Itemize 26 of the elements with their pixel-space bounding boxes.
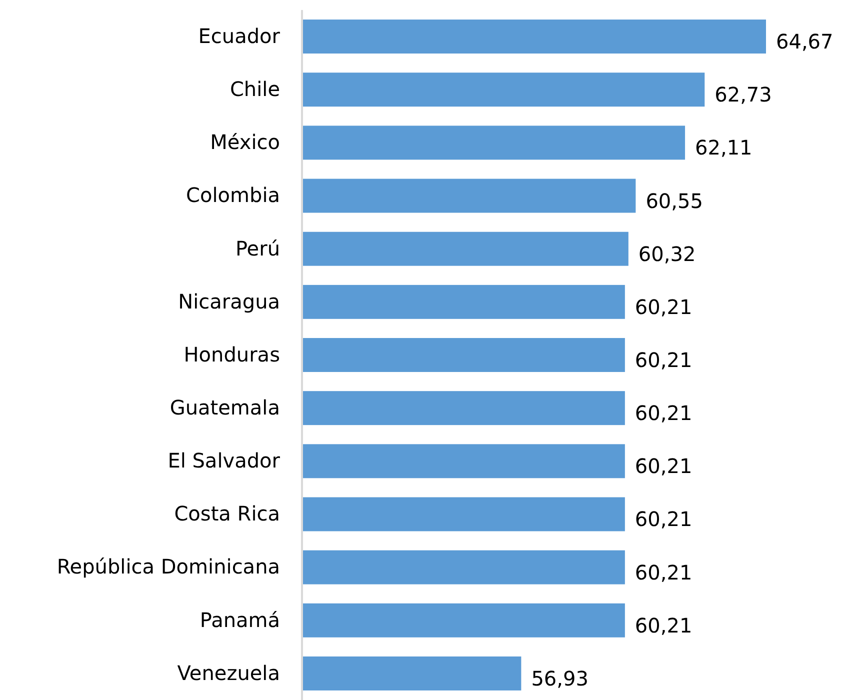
- data-label: 60,21: [634, 507, 692, 532]
- data-label: 60,55: [646, 188, 703, 213]
- data-label: 60,21: [634, 294, 692, 319]
- data-label: 60,21: [634, 401, 692, 426]
- data-label: 60,21: [634, 560, 692, 584]
- y-tick-label: Venezuela: [177, 660, 280, 685]
- data-label: 60,21: [634, 454, 692, 478]
- y-tick-label: Colombia: [186, 183, 280, 208]
- data-label: 56,93: [531, 666, 588, 690]
- y-tick-label: México: [210, 130, 280, 154]
- y-tick-label: Costa Rica: [174, 502, 280, 526]
- data-label: 60,32: [638, 242, 696, 266]
- data-label: 62,73: [714, 82, 772, 107]
- y-tick-label: Panamá: [200, 608, 280, 632]
- y-tick-label: Nicaragua: [178, 289, 280, 314]
- y-tick-label: República Dominicana: [56, 554, 280, 579]
- data-label: 64,67: [776, 30, 834, 54]
- y-tick-label: Ecuador: [198, 24, 281, 48]
- y-tick-label: Guatemala: [170, 395, 280, 420]
- y-tick-label: El Salvador: [168, 448, 281, 473]
- data-label: 60,21: [634, 348, 692, 372]
- y-tick-label: Perú: [235, 236, 280, 260]
- data-label: 60,21: [634, 613, 692, 638]
- y-tick-label: Chile: [230, 77, 280, 102]
- data-label: 62,11: [695, 136, 752, 160]
- y-tick-label: Honduras: [184, 342, 280, 366]
